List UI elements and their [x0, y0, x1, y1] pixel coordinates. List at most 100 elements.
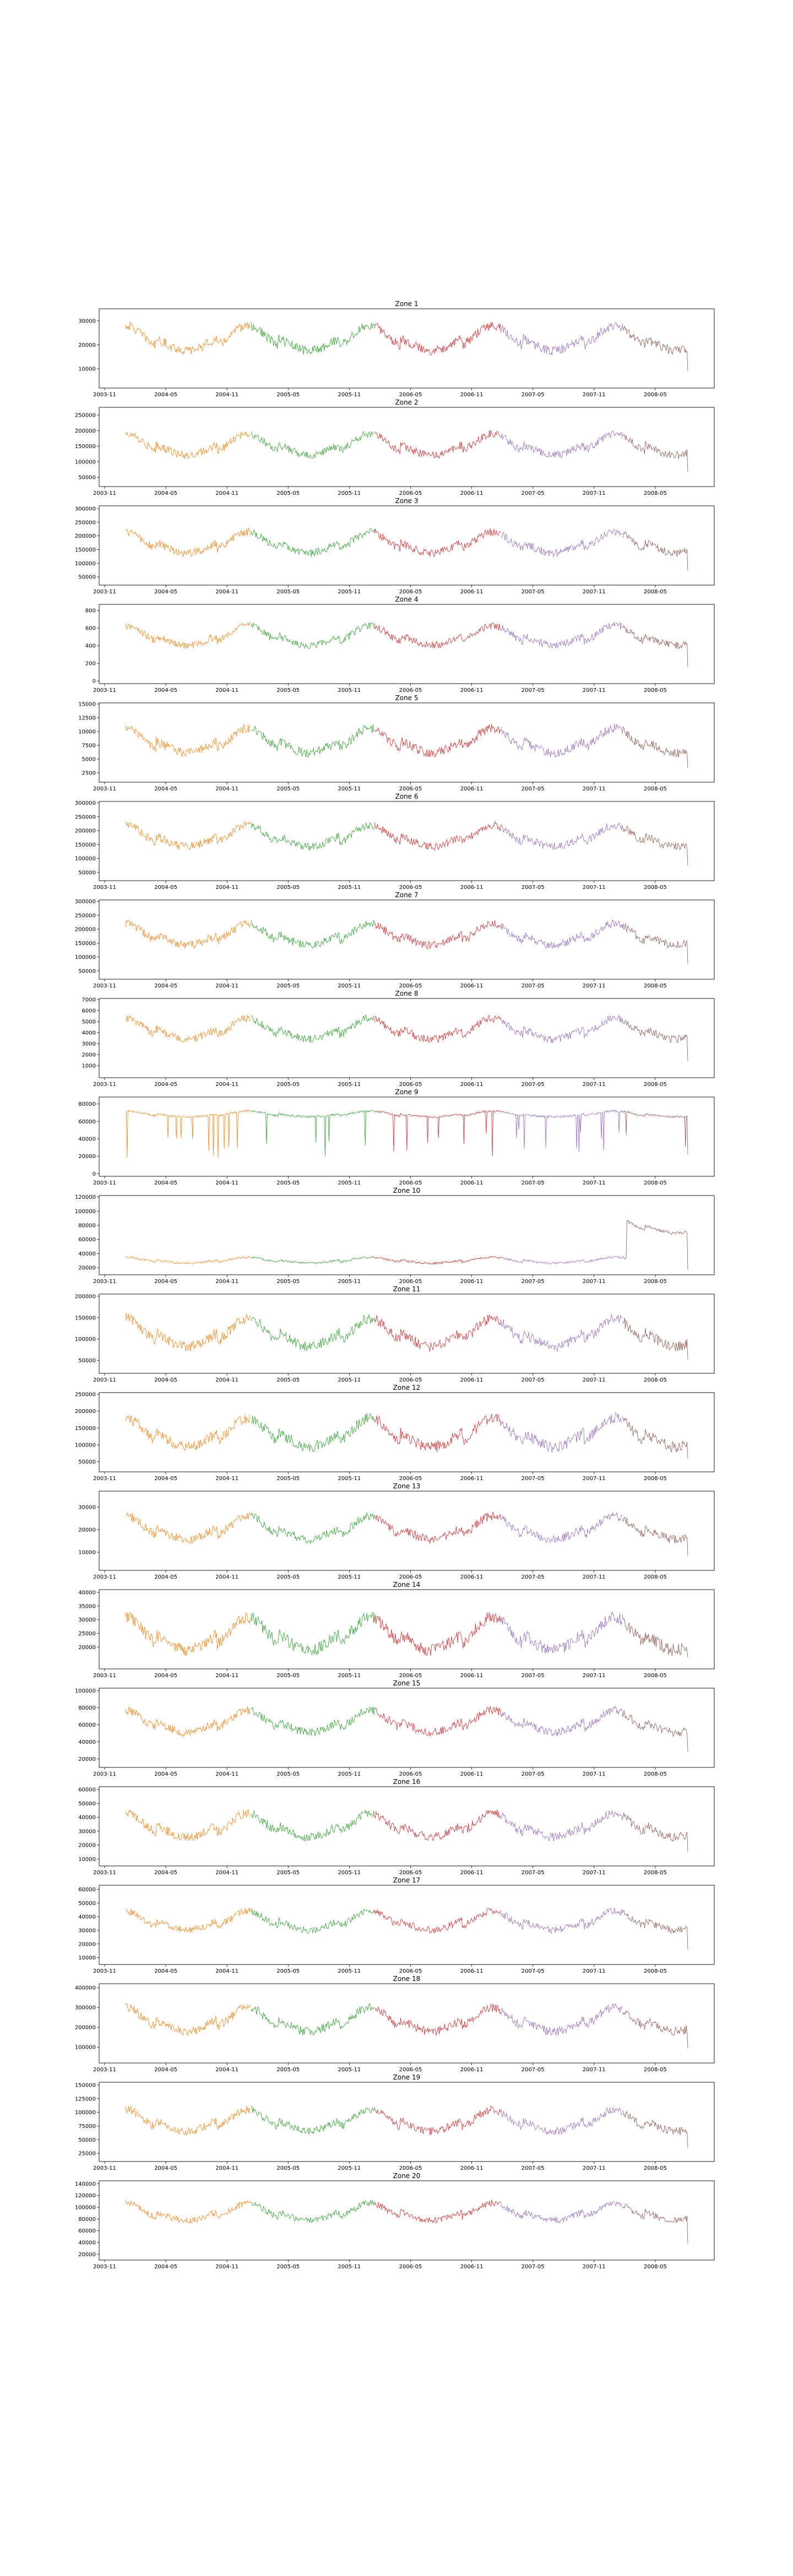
- zone-chart-1: Zone 1 10000 20000 30000 2003-11 2004-05 2004-…: [78, 300, 715, 398]
- y-tick-label: 50000: [78, 968, 96, 974]
- x-tick-label: 2004-05: [154, 589, 177, 595]
- x-tick-label: 2004-05: [154, 1082, 177, 1088]
- x-tick-label: 2006-05: [399, 1476, 422, 1482]
- x-tick-label: 2007-05: [522, 2067, 545, 2073]
- zone-series-segment-5: [622, 826, 688, 866]
- zone-series-segment-5: [622, 2010, 688, 2049]
- y-tick-label: 10000: [78, 1857, 96, 1863]
- x-tick-label: 2006-05: [399, 2067, 422, 2073]
- zone-chart-title: Zone 18: [393, 1975, 421, 1983]
- zone-series-segment-2: [251, 1412, 375, 1452]
- zone-series-segment-1: [125, 724, 251, 757]
- y-tick-label: 30000: [78, 1829, 96, 1835]
- x-tick-label: 2005-05: [276, 786, 300, 792]
- zone-series-segment-4: [501, 919, 623, 948]
- x-tick-label: 2006-11: [460, 589, 484, 595]
- zone-chart-title: Zone 9: [395, 1088, 419, 1096]
- x-tick-label: 2006-11: [460, 490, 484, 496]
- x-tick-label: 2005-11: [338, 786, 361, 792]
- x-tick-label: 2005-05: [276, 983, 300, 989]
- x-tick-label: 2004-05: [154, 786, 177, 792]
- zone-chart-18: Zone 18 100000 200000 300000 400000 2003-11 20…: [75, 1975, 715, 2073]
- plot-frame: [99, 998, 715, 1078]
- plot-frame: [99, 1983, 715, 2064]
- x-tick-label: 2005-11: [338, 983, 361, 989]
- zone-chart-title: Zone 12: [393, 1384, 421, 1391]
- y-tick-label: 30000: [78, 318, 96, 324]
- plot-frame: [99, 2180, 715, 2261]
- plot-frame: [99, 1786, 715, 1866]
- y-tick-label: 80000: [78, 2217, 96, 2223]
- zone-chart-9: Zone 9 0 20000 40000 60000 80000 2003-11 2004-0…: [78, 1088, 715, 1186]
- x-tick-label: 2004-11: [215, 687, 238, 694]
- x-tick-label: 2007-05: [522, 687, 545, 694]
- y-tick-label: 60000: [78, 1237, 96, 1243]
- zone-series-segment-2: [251, 431, 375, 459]
- x-tick-label: 2005-05: [276, 1968, 300, 1974]
- x-tick-label: 2006-05: [399, 1377, 422, 1383]
- zone-chart-title: Zone 8: [395, 990, 419, 997]
- zone-chart-title: Zone 3: [395, 497, 419, 505]
- x-tick-label: 2004-11: [215, 1082, 238, 1088]
- y-tick-label: 200000: [75, 828, 96, 834]
- y-tick-label: 40000: [78, 1136, 96, 1142]
- x-tick-label: 2006-11: [460, 1082, 484, 1088]
- zone-series-segment-1: [125, 920, 251, 949]
- zone-series-segment-1: [125, 1809, 251, 1841]
- zone-chart-title: Zone 6: [395, 793, 419, 800]
- y-tick-label: 250000: [75, 413, 96, 419]
- x-tick-label: 2003-11: [93, 1870, 116, 1876]
- x-tick-label: 2005-11: [338, 1968, 361, 1974]
- x-tick-label: 2005-11: [338, 1574, 361, 1580]
- x-tick-label: 2005-05: [276, 392, 300, 398]
- y-tick-label: 40000: [78, 1590, 96, 1596]
- y-tick-label: 40000: [78, 1815, 96, 1821]
- zone-series-segment-5: [622, 2110, 688, 2148]
- x-tick-label: 2005-05: [276, 885, 300, 891]
- x-tick-label: 2003-11: [93, 1476, 116, 1482]
- zone-series-segment-1: [125, 2003, 251, 2036]
- x-tick-label: 2007-05: [522, 1771, 545, 1777]
- x-tick-label: 2006-11: [460, 1574, 484, 1580]
- x-tick-label: 2007-11: [583, 1574, 606, 1580]
- y-tick-label: 50000: [78, 575, 96, 581]
- x-tick-label: 2004-05: [154, 1968, 177, 1974]
- zone-series-segment-1: [125, 1256, 251, 1265]
- zone-series-segment-2: [251, 1110, 375, 1156]
- y-tick-label: 200000: [75, 428, 96, 434]
- x-tick-label: 2006-05: [399, 589, 422, 595]
- x-tick-label: 2004-05: [154, 1574, 177, 1580]
- zone-chart-20: Zone 20 20000 40000 60000 80000 100000 120000 1…: [75, 2172, 715, 2270]
- y-tick-label: 400000: [75, 1985, 96, 1991]
- y-tick-label: 50000: [78, 870, 96, 876]
- x-tick-label: 2003-11: [93, 1180, 116, 1186]
- y-tick-label: 100000: [75, 2110, 96, 2116]
- plot-frame: [99, 1589, 715, 1669]
- zone-chart-title: Zone 2: [395, 399, 419, 406]
- zone-series-segment-5: [622, 1318, 688, 1360]
- y-tick-label: 25000: [78, 1631, 96, 1637]
- x-tick-label: 2005-05: [276, 1673, 300, 1679]
- y-tick-label: 200000: [75, 927, 96, 933]
- zone-series-segment-5: [622, 1110, 688, 1155]
- y-tick-label: 50000: [78, 1358, 96, 1364]
- x-tick-label: 2007-05: [522, 1968, 545, 1974]
- zone-series-segment-3: [374, 1256, 501, 1265]
- y-tick-label: 250000: [75, 814, 96, 820]
- x-tick-label: 2006-05: [399, 1870, 422, 1876]
- zone-series-segment-1: [125, 2200, 251, 2224]
- zone-chart-3: Zone 3 50000 100000 150000 200000 250000 30000…: [75, 497, 715, 595]
- zone-series-segment-5: [622, 1018, 688, 1061]
- zone-chart-12: Zone 12 50000 100000 150000 200000 250000 2003…: [75, 1384, 715, 1482]
- zone-chart-10: Zone 10 20000 40000 60000 80000 100000 120000 2…: [75, 1187, 715, 1285]
- zone-chart-title: Zone 16: [393, 1778, 421, 1786]
- zone-series-segment-5: [622, 1710, 688, 1752]
- x-tick-label: 2007-11: [583, 885, 606, 891]
- zone-series-segment-1: [125, 1415, 251, 1451]
- y-tick-label: 120000: [75, 1194, 96, 1200]
- y-tick-label: 100000: [75, 2045, 96, 2051]
- x-tick-label: 2004-11: [215, 1476, 238, 1482]
- x-tick-label: 2007-05: [522, 1574, 545, 1580]
- x-tick-label: 2005-05: [276, 589, 300, 595]
- plot-frame: [99, 1491, 715, 1571]
